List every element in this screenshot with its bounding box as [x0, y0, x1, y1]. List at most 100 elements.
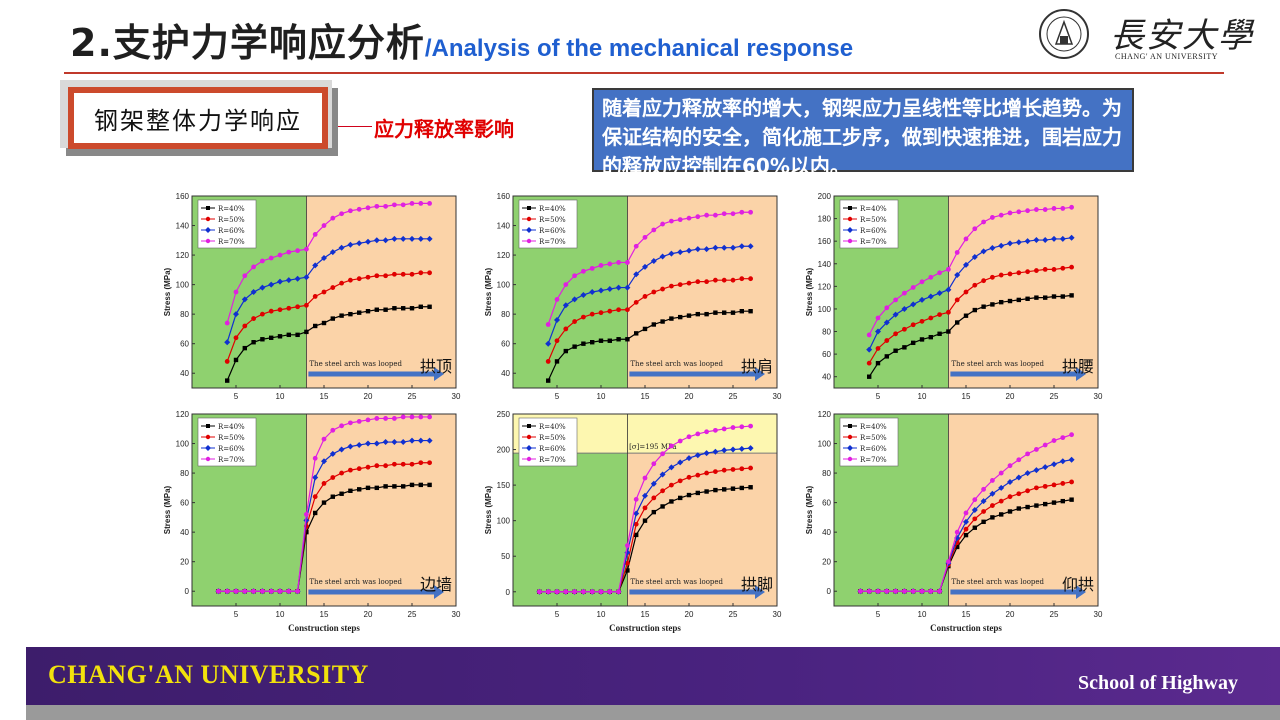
data-point: [427, 482, 432, 488]
data-point: [356, 240, 363, 247]
data-point: [660, 319, 665, 324]
data-point: [427, 414, 432, 420]
x-tick-label: 25: [1050, 610, 1059, 619]
data-point: [1007, 509, 1013, 514]
data-point: [1016, 457, 1022, 463]
data-point: [598, 589, 604, 595]
data-point: [400, 271, 406, 277]
legend-marker: [205, 434, 211, 440]
data-point: [304, 529, 309, 535]
x-tick-label: 15: [962, 610, 971, 619]
data-point: [998, 484, 1005, 491]
data-point: [999, 512, 1004, 517]
data-point: [563, 282, 569, 288]
data-point: [250, 289, 257, 295]
data-point: [1025, 208, 1030, 214]
data-point: [563, 348, 568, 354]
data-point: [686, 434, 692, 440]
data-point: [374, 463, 380, 469]
data-point: [946, 309, 951, 315]
data-point: [712, 448, 719, 455]
data-point: [650, 257, 657, 264]
data-point: [1051, 482, 1057, 488]
legend-marker: [205, 227, 211, 233]
data-point: [321, 289, 327, 295]
data-point: [1034, 447, 1039, 452]
data-point: [884, 305, 890, 311]
x-tick-label: 20: [364, 610, 373, 619]
y-axis-label: Stress (MPa): [163, 485, 172, 534]
data-point: [651, 461, 657, 467]
data-point: [1043, 295, 1048, 300]
x-tick-label: 15: [641, 392, 650, 401]
data-point: [1042, 464, 1049, 471]
data-point: [730, 211, 736, 217]
y-tick-label: 40: [822, 528, 831, 537]
chart-panel-4: 0 20 40 60 80 100 120 5 10 15 20 25 30 Stress (MPa) Co…: [160, 408, 468, 640]
data-point: [572, 344, 577, 349]
legend-label: R=60%: [860, 445, 887, 453]
footer-university: CHANG'AN UNIVERSITY: [48, 660, 369, 689]
data-point: [1060, 206, 1066, 211]
data-point: [738, 243, 745, 250]
data-point: [277, 588, 283, 594]
data-point: [347, 443, 354, 450]
data-point: [642, 492, 648, 499]
loop-annotation: The steel arch was looped: [630, 360, 723, 368]
data-point: [963, 236, 969, 242]
data-point: [884, 588, 890, 594]
location-label: 拱顶: [420, 357, 452, 376]
data-point: [313, 323, 318, 329]
chart-panel-5: [σ]=195 MPa 0 50 100 150 200 250 5 10 15 20 25 30 Str…: [481, 408, 789, 640]
data-point: [721, 467, 727, 473]
data-point: [625, 337, 630, 342]
data-point: [722, 310, 727, 315]
legend-label: R=60%: [860, 227, 887, 235]
data-point: [721, 211, 727, 217]
data-point: [589, 311, 595, 317]
data-point: [1007, 271, 1013, 277]
data-point: [989, 244, 996, 251]
data-point: [251, 316, 256, 321]
data-point: [722, 487, 727, 492]
footer-school: School of Highway: [1077, 672, 1238, 694]
data-point: [963, 313, 969, 318]
section-box: 钢架整体力学响应: [68, 87, 328, 149]
data-point: [1016, 209, 1022, 215]
data-point: [295, 588, 300, 594]
data-point: [348, 311, 353, 317]
data-point: [704, 470, 709, 476]
data-point: [1069, 264, 1074, 270]
data-point: [902, 588, 907, 594]
data-point: [580, 291, 587, 298]
y-tick-label: 100: [497, 517, 511, 526]
data-point: [304, 512, 309, 517]
data-point: [329, 450, 336, 457]
header-divider: [64, 72, 1224, 74]
x-tick-label: 10: [276, 392, 285, 401]
x-tick-label: 25: [1050, 392, 1059, 401]
x-tick-label: 30: [1094, 610, 1103, 619]
data-point: [1015, 474, 1022, 481]
data-point: [392, 416, 397, 421]
data-point: [233, 311, 239, 318]
data-point: [651, 509, 656, 515]
legend-label: R=40%: [860, 423, 887, 431]
data-point: [875, 360, 881, 366]
data-point: [712, 244, 719, 251]
loop-annotation: The steel arch was looped: [309, 578, 402, 586]
data-point: [642, 475, 648, 481]
data-point: [1024, 238, 1031, 245]
legend-label: R=60%: [539, 445, 566, 453]
section-box-label: 钢架整体力学响应: [94, 106, 302, 135]
data-point: [990, 503, 995, 508]
data-point: [303, 274, 310, 281]
data-point: [980, 498, 987, 505]
data-point: [678, 314, 683, 320]
data-point: [748, 209, 753, 215]
data-point: [946, 559, 951, 565]
loop-arrow-head: [434, 585, 444, 599]
data-point: [1060, 481, 1066, 486]
data-point: [348, 208, 353, 214]
data-point: [391, 235, 398, 242]
